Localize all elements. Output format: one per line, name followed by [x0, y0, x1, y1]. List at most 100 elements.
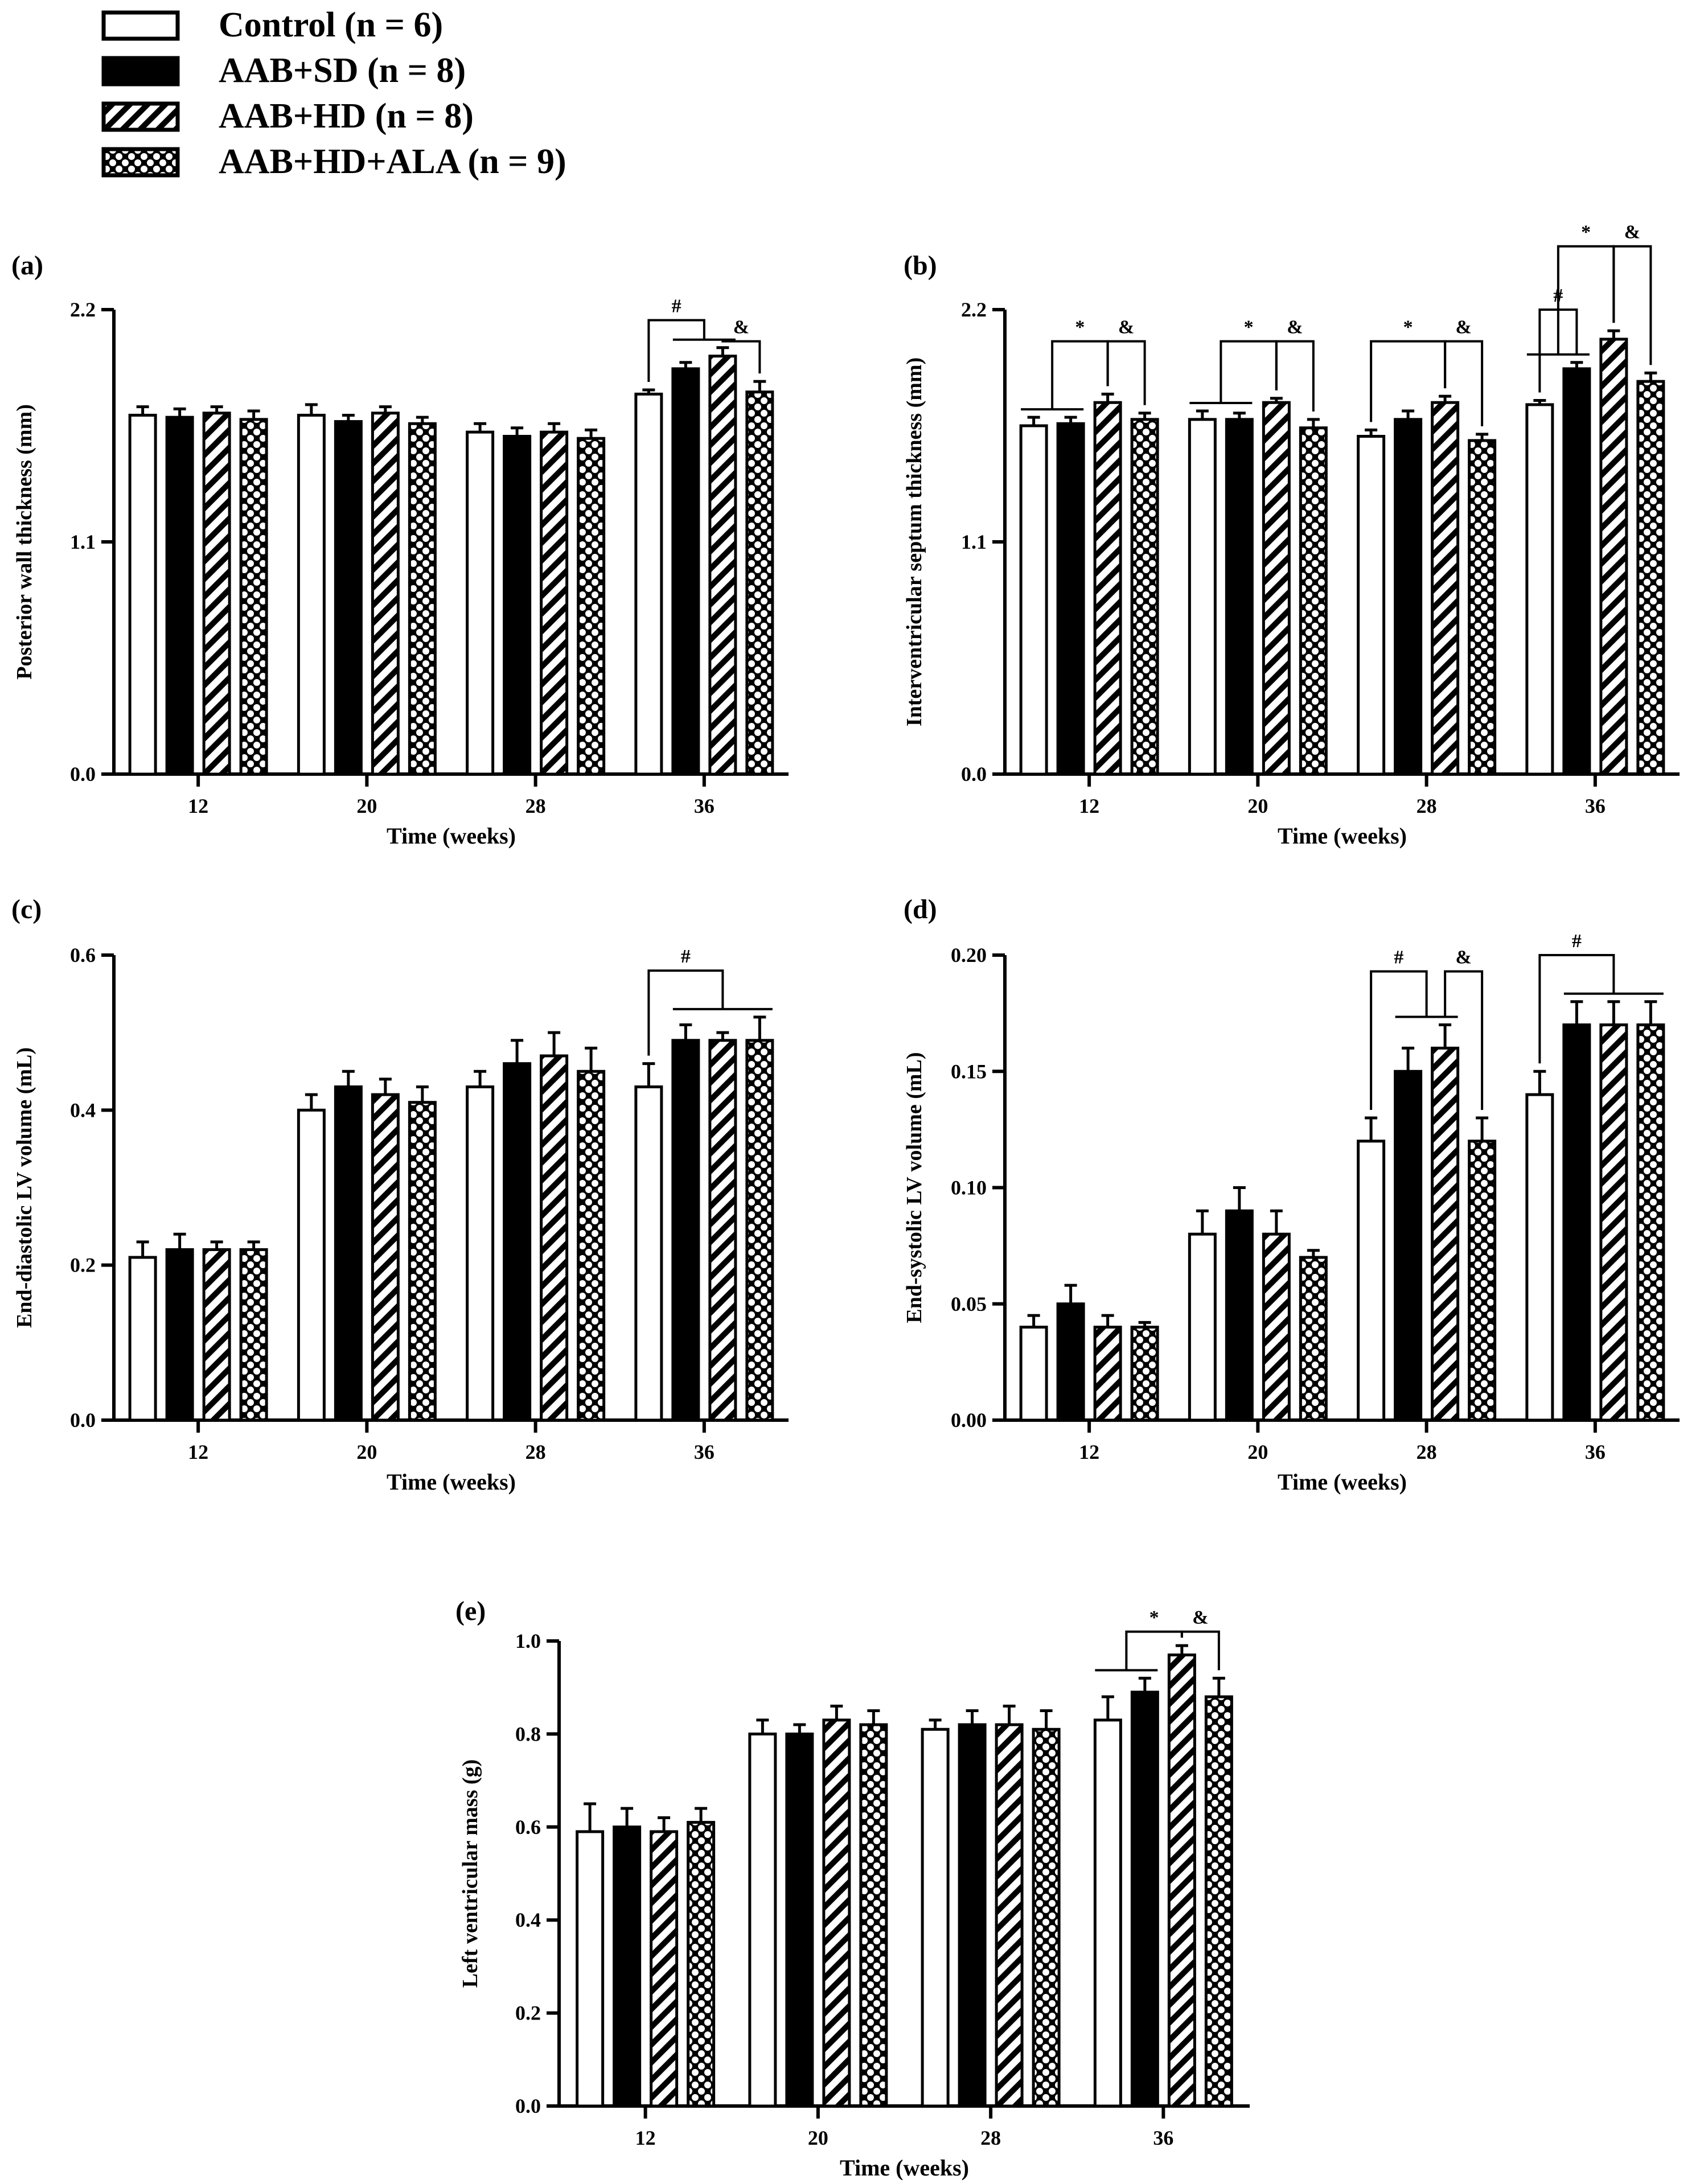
bar [1468, 439, 1497, 776]
x-tick-label: 20 [356, 1441, 377, 1463]
bar [748, 1732, 777, 2108]
y-tick-label: 1.0 [515, 1630, 541, 1652]
bar [1188, 418, 1217, 776]
bar [503, 1062, 532, 1422]
annotation-label: & [1455, 947, 1471, 968]
y-tick-label: 1.1 [961, 530, 987, 553]
bar [708, 1039, 737, 1422]
legend-swatch-aab_hd [101, 101, 180, 132]
y-tick-label: 0.2 [515, 2002, 541, 2025]
annotation-label: # [672, 296, 681, 317]
y-tick-label: 0.00 [951, 1409, 987, 1432]
bar [1093, 401, 1122, 776]
annotation-bracket [1444, 970, 1484, 1110]
bar [1525, 403, 1554, 776]
bar [708, 355, 737, 776]
bar [1032, 1728, 1061, 2108]
bar [577, 437, 606, 776]
bar [334, 1085, 363, 1422]
x-axis-label: Time (weeks) [387, 823, 516, 849]
annotation-label: & [733, 317, 749, 338]
y-tick-label: 0.0 [961, 763, 987, 785]
bar [958, 1723, 987, 2108]
bar [334, 420, 363, 776]
x-tick-label: 28 [1417, 795, 1437, 817]
bar [239, 1248, 268, 1422]
x-tick-label: 12 [1079, 795, 1099, 817]
y-tick-label: 0.0 [70, 763, 96, 785]
x-axis-label: Time (weeks) [1278, 1469, 1407, 1495]
y-tick-label: 1.1 [70, 530, 96, 553]
y-axis-label: Posterior wall thickness (mm) [13, 404, 36, 680]
bar [1019, 424, 1048, 776]
x-axis-label: Time (weeks) [1278, 823, 1407, 849]
bar [1468, 1140, 1497, 1422]
bar [1188, 1232, 1217, 1422]
x-tick-label: 20 [1247, 795, 1268, 817]
annotation-label: * [1075, 317, 1085, 338]
bar [408, 1101, 437, 1422]
bar [859, 1723, 888, 2108]
y-tick-label: 0.15 [951, 1060, 987, 1083]
annotation-label: * [1581, 222, 1591, 243]
bar [165, 1248, 194, 1422]
bar [687, 1821, 716, 2108]
annotation-bracket [1370, 970, 1428, 1110]
panel-label: (e) [455, 1596, 486, 1626]
annotation-bracket [647, 319, 705, 382]
annotation-bracket [1275, 340, 1315, 412]
bar [1225, 1209, 1254, 1422]
bar [297, 413, 326, 776]
annotation-label: * [1244, 317, 1254, 338]
bar [1204, 1695, 1233, 2108]
annotation-label: * [1149, 1607, 1159, 1628]
bar [1130, 418, 1159, 776]
annotation-bracket [1444, 340, 1484, 426]
annotation-bracket [721, 339, 761, 374]
bar [650, 1830, 679, 2108]
y-axis-label: Interventricular septum thickness (mm) [902, 357, 926, 726]
bar [921, 1728, 950, 2108]
chart-panel-d: 0.00 0.05 0.10 0.15 0.20 12 20 28 36 # & # (d) End-sy… [902, 894, 1680, 1495]
annotation-label: & [1192, 1607, 1208, 1628]
bar [1056, 422, 1085, 776]
y-tick-label: 0.20 [951, 944, 987, 966]
x-tick-label: 20 [1247, 1441, 1268, 1463]
bar [785, 1732, 814, 2108]
bar [995, 1723, 1024, 2108]
bar [540, 430, 569, 776]
legend-swatch-aab_hd_ala [101, 147, 180, 178]
bar [613, 1825, 642, 2108]
bar [1225, 418, 1254, 776]
y-tick-label: 0.0 [70, 1409, 96, 1432]
bar [1130, 1326, 1159, 1422]
x-tick-label: 20 [356, 795, 377, 817]
bar [1093, 1718, 1122, 2108]
bar [1167, 1654, 1196, 2108]
x-tick-label: 12 [635, 2127, 656, 2149]
bar [671, 1039, 700, 1422]
bar [745, 1039, 774, 1422]
bar [540, 1054, 569, 1422]
legend: Control (n = 6) AAB+SD (n = 8) AAB+HD (n =… [101, 6, 566, 181]
x-tick-label: 36 [1585, 795, 1606, 817]
bar [202, 412, 231, 776]
annotation-label: & [1455, 317, 1471, 338]
legend-label-aab_sd: AAB+SD (n = 8) [219, 51, 466, 90]
annotation-bracket [1180, 1630, 1220, 1671]
chart-panel-e: 0.0 0.2 0.4 0.6 0.8 1.0 12 20 28 36 * & (e) Left vent… [455, 1596, 1250, 2181]
y-axis-label: Left ventricular mass (g) [458, 1759, 482, 1988]
bar [1056, 1302, 1085, 1422]
x-tick-label: 36 [1585, 1441, 1606, 1463]
panel-label: (c) [11, 894, 42, 924]
y-tick-label: 0.4 [515, 1909, 541, 1931]
x-tick-label: 12 [1079, 1441, 1099, 1463]
bar [1394, 418, 1423, 776]
bar [634, 1085, 663, 1422]
bar [1130, 1691, 1159, 2108]
y-tick-label: 0.0 [515, 2095, 541, 2117]
annotation-label: # [681, 946, 691, 967]
y-tick-label: 0.8 [515, 1722, 541, 1745]
bar [503, 435, 532, 776]
